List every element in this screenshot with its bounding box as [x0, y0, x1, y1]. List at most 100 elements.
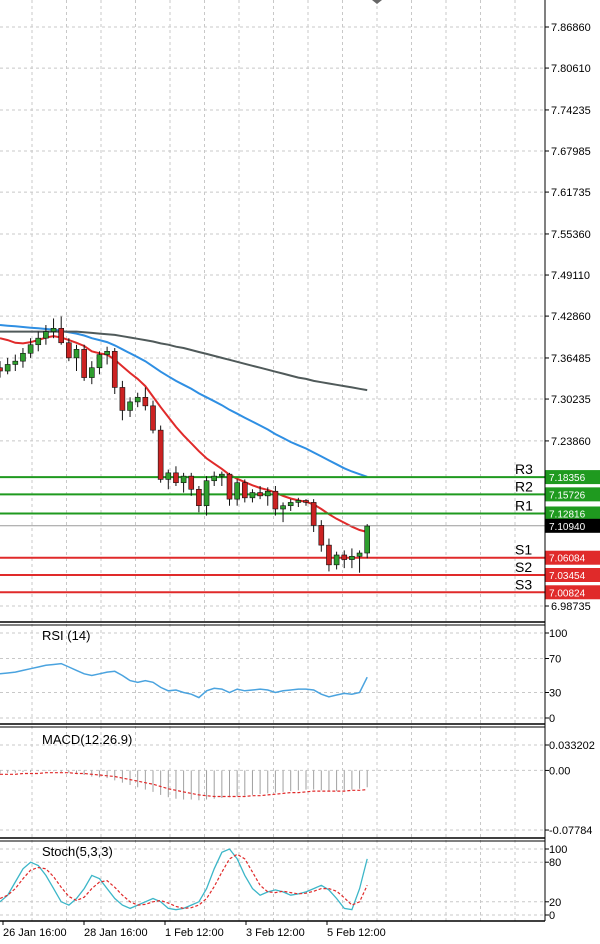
rsi-tick-label: 70: [549, 654, 561, 666]
macd-title: MACD(12.26.9): [42, 732, 132, 747]
level-price-box-s3: [545, 585, 600, 600]
price-tick-label: 7.36485: [551, 353, 591, 365]
stoch-k-line: [0, 848, 368, 911]
candle-body: [341, 554, 348, 560]
level-price-label-s3: 7.00824: [549, 588, 586, 599]
candle-body: [203, 480, 210, 507]
macd-tick-label: -0.07784: [549, 825, 592, 837]
price-tick-label: 7.55360: [551, 229, 591, 241]
pivot-levels: R3 7.18356 R2 7.15726 R1 7.12816 S1 7.06084 S2 7.…: [0, 461, 600, 600]
candle-body: [89, 367, 95, 378]
candle-body: [50, 328, 57, 332]
candle-body: [211, 475, 217, 482]
level-price-box-r3: [545, 470, 600, 485]
candle-body: [303, 500, 309, 503]
candle-body: [27, 344, 34, 354]
macd-tick-label: 0.00: [549, 765, 570, 777]
candle-body: [150, 405, 156, 431]
candle-body: [173, 472, 179, 484]
candle-body: [264, 490, 271, 497]
stoch-tick-label: 80: [549, 857, 561, 869]
candle-body: [104, 351, 110, 355]
candle-body: [226, 473, 233, 500]
candle-body: [310, 502, 317, 526]
candle-body: [0, 367, 3, 372]
price-tick-label: 7.49110: [551, 270, 590, 282]
level-tag-s3: S3: [515, 576, 532, 592]
level-price-label-r1: 7.12816: [549, 509, 586, 520]
candle-body: [165, 472, 172, 480]
candle-body: [333, 554, 340, 566]
candle-body: [219, 473, 225, 477]
price-axis: 7.86860 7.80610 7.74235 7.67985 7.61735 7.553…: [545, 22, 591, 613]
price-tick-label: 7.61735: [551, 187, 591, 199]
rsi-tick-label: 0: [549, 713, 555, 725]
price-tick-label: 7.74235: [551, 105, 591, 117]
candle-body: [111, 351, 118, 388]
level-price-box-r2: [545, 487, 600, 502]
candle-body: [20, 352, 26, 362]
candle-body: [364, 525, 371, 554]
candle-body: [142, 396, 149, 407]
price-tick-label: 7.86860: [551, 22, 591, 34]
candle-body: [43, 331, 49, 339]
time-tick-label: 5 Feb 12:00: [327, 927, 386, 939]
level-tag-s1: S1: [515, 542, 532, 558]
level-price-label-s2: 7.03454: [549, 571, 586, 582]
candle-body: [249, 492, 256, 499]
candle-body: [234, 482, 240, 500]
rsi-panel: 100 70 30 0 RSI (14): [0, 628, 567, 725]
time-tick-label: 28 Jan 16:00: [84, 927, 148, 939]
price-tick-label: 7.80610: [551, 63, 591, 75]
candle-body: [196, 488, 202, 507]
candle-body: [58, 328, 65, 344]
stoch-tick-label: 100: [549, 844, 567, 856]
stoch-tick-label: 20: [549, 897, 561, 909]
level-price-box-s2: [545, 567, 600, 582]
moving-averages: [0, 324, 368, 533]
candle-body: [66, 342, 72, 359]
candle-body: [157, 429, 164, 480]
candles: [0, 316, 371, 573]
candle-body: [81, 349, 87, 378]
candle-body: [318, 525, 325, 546]
price-tick-label: 7.30235: [551, 394, 591, 406]
candle-body: [4, 364, 11, 372]
level-price-box-r1: [545, 506, 600, 521]
candle-body: [12, 360, 19, 365]
macd-tick-label: 0.033202: [549, 740, 595, 752]
price-tick-label: 6.98735: [551, 601, 591, 613]
rsi-title: RSI (14): [42, 628, 90, 643]
candle-body: [188, 475, 195, 490]
rsi-tick-label: 30: [549, 688, 561, 700]
grid: [0, 0, 545, 921]
stoch-title: Stoch(5,3,3): [42, 844, 113, 859]
current-price-box: [545, 518, 600, 533]
level-tag-r3: R3: [515, 461, 533, 477]
level-tag-r1: R1: [515, 497, 533, 513]
level-price-label-r3: 7.18356: [549, 473, 586, 484]
rsi-tick-label: 100: [549, 628, 567, 640]
time-axis: 26 Jan 16:00 28 Jan 16:00 1 Feb 12:00 3 Feb…: [2, 921, 386, 939]
candle-body: [127, 401, 133, 411]
stoch-d-line: [0, 853, 368, 910]
level-price-box-s1: [545, 550, 600, 565]
candle-body: [96, 354, 103, 369]
candle-body: [119, 387, 126, 411]
candle-body: [242, 482, 248, 499]
price-tick-label: 7.67985: [551, 146, 591, 158]
level-price-label-s1: 7.06084: [549, 554, 586, 565]
current-price-label: 7.10940: [549, 522, 586, 533]
candle-body: [272, 490, 279, 510]
level-tag-r2: R2: [515, 478, 533, 494]
candle-body: [356, 552, 363, 557]
candle-body: [326, 544, 332, 566]
panel-frames: [0, 0, 546, 922]
candle-body: [349, 555, 355, 560]
candle-body: [35, 337, 42, 346]
price-tick-label: 7.42860: [551, 311, 591, 323]
time-tick-label: 1 Feb 12:00: [165, 927, 224, 939]
level-tag-s2: S2: [515, 559, 532, 575]
